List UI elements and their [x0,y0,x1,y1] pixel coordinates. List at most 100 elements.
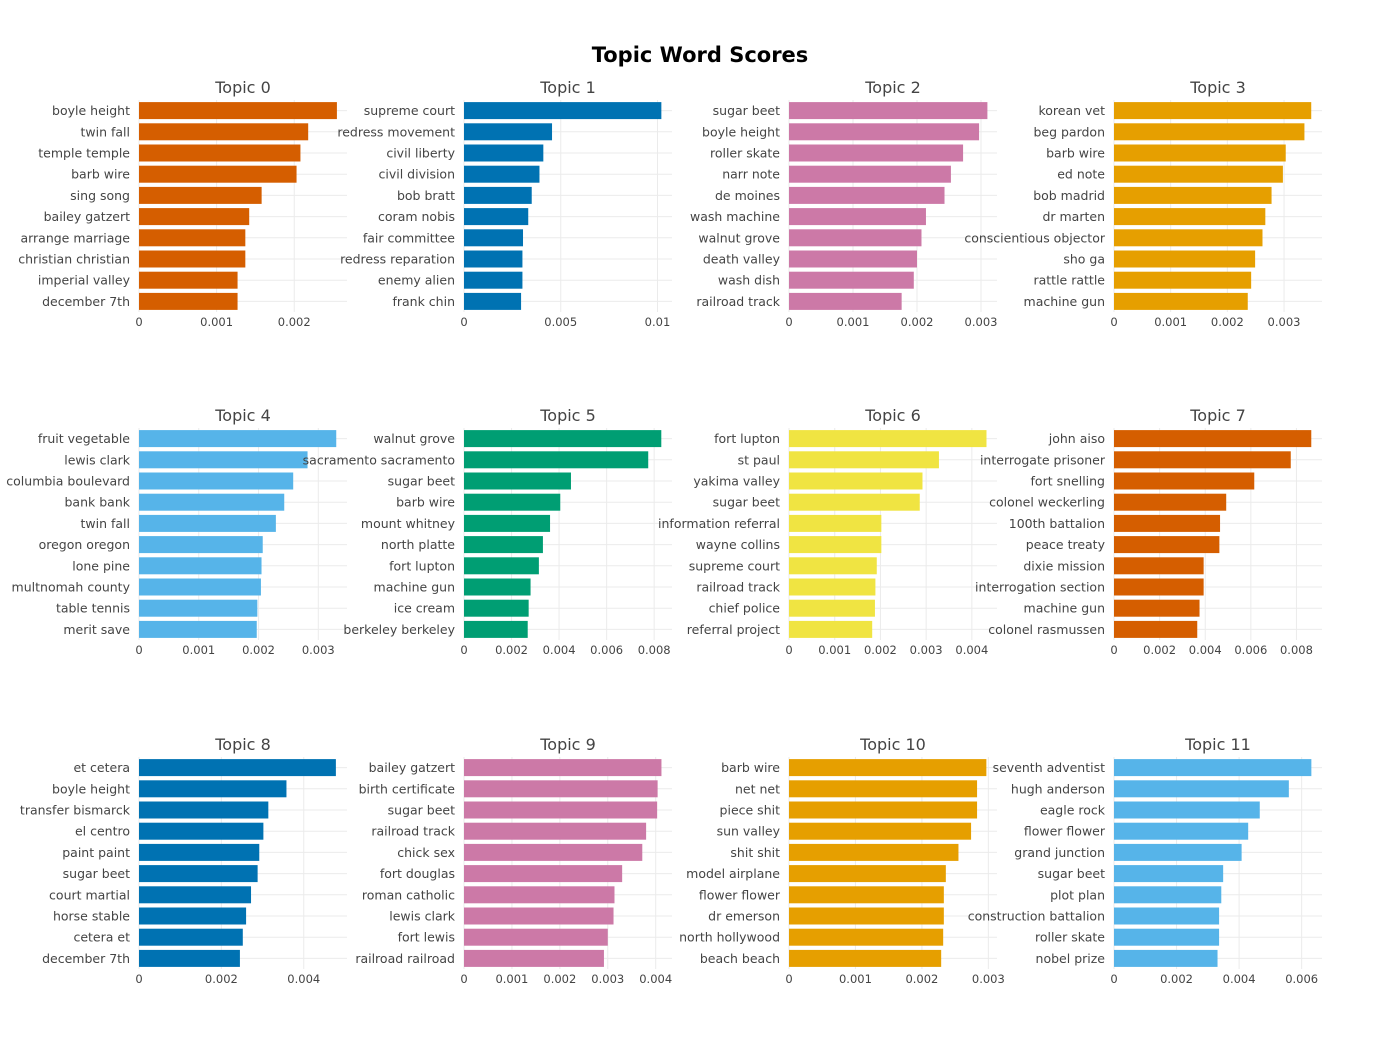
category-label: referral project [687,622,780,637]
category-label: civil division [379,167,456,182]
bar [139,928,243,946]
category-label: railroad track [371,824,455,839]
bar [789,822,972,840]
x-tick-label: 0.002 [278,315,311,329]
x-tick-label: 0.002 [205,972,238,986]
x-tick-label: 0.008 [638,643,671,657]
x-tick-label: 0.006 [590,643,623,657]
category-label: 100th battalion [1009,516,1105,531]
bar [139,578,261,596]
category-label: birth certificate [359,781,456,796]
bar [1114,620,1198,638]
category-label: berkeley berkeley [343,622,455,637]
x-tick-label: 0.003 [910,643,943,657]
bar [139,949,240,967]
category-label: st paul [738,452,780,467]
category-label: bank bank [65,495,131,510]
bar [139,536,263,554]
bar [464,620,528,638]
category-label: supreme court [689,558,780,573]
bar [789,451,939,469]
category-label: roman catholic [362,887,455,902]
subplot-title: Topic 9 [539,735,596,754]
category-label: oregon oregon [39,537,130,552]
subplot-title: Topic 1 [539,78,596,97]
bar [139,292,238,310]
bar [789,865,946,883]
bar [139,123,309,141]
category-label: arrange marriage [20,230,130,245]
category-label: sugar beet [388,474,455,489]
bar [464,907,614,925]
bar [464,949,604,967]
subplot-title: Topic 4 [214,406,271,425]
category-label: grand junction [1014,845,1105,860]
category-label: sugar beet [713,495,780,510]
category-label: fort snelling [1031,474,1105,489]
category-label: multnomah county [12,580,131,595]
category-label: ice cream [394,601,455,616]
category-label: wash machine [690,209,780,224]
x-tick-label: 0.002 [495,643,528,657]
subplot-title: Topic 10 [859,735,926,754]
bar [464,557,539,575]
bar [789,292,902,310]
category-label: beach beach [700,951,780,966]
x-tick-label: 0.004 [287,972,320,986]
category-label: interrogate prisoner [980,452,1106,467]
category-label: bob bratt [397,188,455,203]
bar [789,430,987,448]
x-tick-label: 0.002 [864,643,897,657]
x-tick-label: 0.001 [495,972,528,986]
category-label: transfer bismarck [20,803,131,818]
bar [464,208,529,226]
category-label: railroad track [696,294,780,309]
category-label: dr emerson [708,909,780,924]
category-label: barb wire [721,760,780,775]
category-label: conscientious objector [964,230,1106,245]
x-tick-label: 0.002 [242,643,275,657]
category-label: sho ga [1063,252,1105,267]
bar [1114,186,1272,204]
subplot-title: Topic 0 [214,78,271,97]
x-tick-label: 0.002 [1143,643,1176,657]
category-label: death valley [703,252,781,267]
category-label: roller skate [710,146,780,161]
category-label: de moines [715,188,780,203]
category-label: redress movement [337,124,455,139]
category-label: chief police [709,601,781,616]
bar [464,801,658,819]
x-tick-label: 0.001 [837,315,870,329]
category-label: paint paint [62,845,130,860]
category-label: court martial [49,887,130,902]
bar [789,102,988,120]
category-label: railroad track [696,580,780,595]
bar [789,250,917,268]
category-label: beg pardon [1033,124,1105,139]
bar [789,759,987,777]
bar [464,578,531,596]
bar [1114,102,1312,120]
bar [139,271,238,289]
category-label: twin fall [81,516,131,531]
category-label: merit save [63,622,130,637]
bar [789,801,978,819]
bar [1114,430,1312,448]
category-label: hugh anderson [1011,781,1105,796]
bar [139,102,337,120]
x-tick-label: 0.005 [544,315,577,329]
bar [1114,144,1286,162]
bar [139,907,247,925]
category-label: chick sex [397,845,455,860]
category-label: december 7th [42,951,130,966]
x-tick-label: 0 [135,315,142,329]
category-label: boyle height [52,781,130,796]
x-tick-label: 0 [1110,643,1117,657]
subplot-title: Topic 5 [539,406,596,425]
bar [1114,865,1224,883]
bar [789,514,882,532]
x-tick-label: 0.001 [182,643,215,657]
category-label: north platte [381,537,455,552]
category-label: walnut grove [698,230,780,245]
